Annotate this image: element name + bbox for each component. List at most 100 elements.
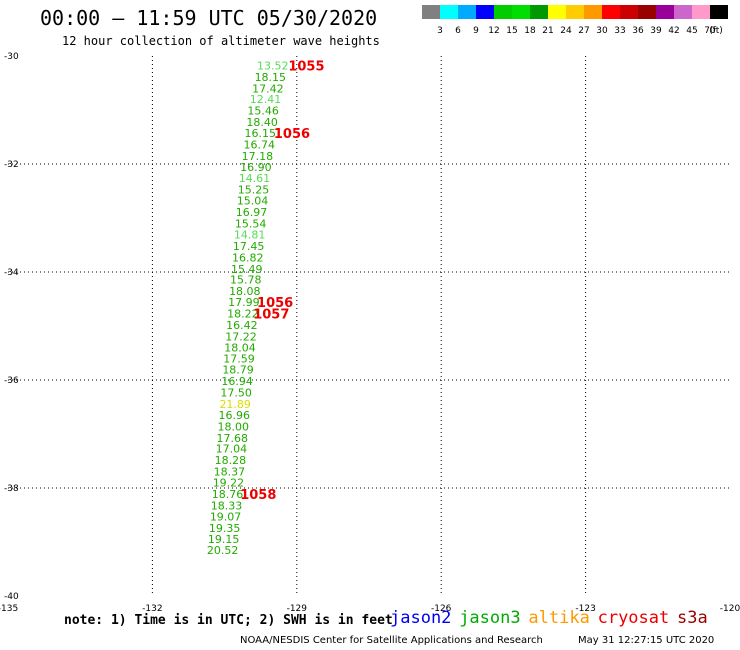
- swh-reading: 14.61: [239, 172, 271, 185]
- legend-swatch: [674, 5, 692, 19]
- swh-reading: 16.15: [244, 127, 276, 140]
- legend-label: 9: [473, 26, 479, 36]
- swh-reading: 18.28: [215, 454, 247, 467]
- legend-label: 24: [560, 26, 572, 36]
- legend-swatch: [584, 5, 602, 19]
- legend-swatch: [512, 5, 530, 19]
- legend-label: 70: [704, 26, 716, 36]
- y-tick-label: -32: [4, 160, 19, 170]
- swh-reading: 18.76: [212, 488, 244, 501]
- y-tick-label: -40: [4, 592, 19, 602]
- legend-swatch: [692, 5, 710, 19]
- legend-label: 21: [542, 26, 554, 36]
- swh-reading: 15.54: [235, 217, 267, 230]
- swh-reading: 17.59: [223, 352, 255, 365]
- swh-reading: 16.97: [236, 206, 268, 219]
- swh-reading: 15.25: [238, 183, 270, 196]
- pass-number-marker: 1057: [253, 308, 289, 323]
- legend-unit: (ft): [709, 26, 723, 36]
- swh-reading: 20.52: [207, 544, 239, 557]
- legend-label: 42: [668, 26, 680, 36]
- y-tick-label: -38: [4, 484, 19, 494]
- swh-reading: 14.81: [234, 229, 266, 242]
- x-tick-label: -129: [287, 604, 308, 614]
- swh-reading: 17.45: [233, 240, 265, 253]
- legend-label: 39: [650, 26, 662, 36]
- satellite-key-entry: jason2: [390, 608, 452, 628]
- legend-swatch: [476, 5, 494, 19]
- legend-swatch: [710, 5, 728, 19]
- legend-swatch: [566, 5, 584, 19]
- swh-reading: 15.78: [230, 274, 262, 287]
- swh-reading: 18.00: [218, 420, 250, 433]
- legend-label: 27: [578, 26, 590, 36]
- legend-swatch: [620, 5, 638, 19]
- x-tick-label: -120: [720, 604, 740, 614]
- swh-reading: 18.22: [227, 308, 259, 321]
- footer-note: note: 1) Time is in UTC; 2) SWH is in fe…: [64, 613, 393, 628]
- swh-reading: 21.89: [219, 398, 251, 411]
- swh-reading: 17.18: [242, 150, 274, 163]
- satellite-key-entry: altika: [528, 608, 590, 628]
- swh-reading: 18.79: [222, 364, 254, 377]
- credit-text: NOAA/NESDIS Center for Satellite Applica…: [240, 635, 543, 646]
- swh-reading: 17.42: [252, 82, 284, 95]
- legend-swatch: [638, 5, 656, 19]
- legend-swatch: [656, 5, 674, 19]
- satellite-key-entry: cryosat: [597, 608, 670, 628]
- x-tick-label: -132: [142, 604, 162, 614]
- swh-reading: 16.74: [244, 139, 276, 152]
- legend-label: 18: [524, 26, 536, 36]
- legend-label: 6: [455, 26, 461, 36]
- swh-reading: 15.46: [247, 105, 279, 118]
- legend-swatch: [602, 5, 620, 19]
- pass-number-marker: 1058: [240, 488, 276, 503]
- swh-reading: 15.04: [237, 195, 269, 208]
- swh-reading: 18.08: [229, 285, 261, 298]
- swh-reading: 18.37: [214, 465, 246, 478]
- swh-reading: 18.04: [224, 342, 256, 355]
- legend-label: 30: [596, 26, 608, 36]
- legend-label: 36: [632, 26, 644, 36]
- legend-label: 45: [686, 26, 698, 36]
- swh-reading: 19.22: [213, 477, 245, 490]
- legend-label: 12: [488, 26, 500, 36]
- legend-swatch: [440, 5, 458, 19]
- swh-reading: 18.33: [211, 499, 243, 512]
- pass-number-marker: 1056: [257, 296, 293, 311]
- swh-reading: 12.41: [250, 93, 282, 106]
- pass-number-marker: 1055: [288, 60, 324, 75]
- y-tick-label: -34: [4, 268, 19, 278]
- pass-number-marker: 1056: [274, 127, 310, 142]
- swh-reading: 19.15: [208, 533, 240, 546]
- swh-reading: 13.52: [257, 60, 289, 73]
- swh-reading: 16.94: [221, 375, 253, 388]
- legend-swatch: [494, 5, 512, 19]
- swh-reading: 18.15: [255, 71, 287, 84]
- x-tick-label: -135: [0, 604, 18, 614]
- x-tick-label: -123: [575, 604, 595, 614]
- y-tick-label: -30: [4, 52, 19, 62]
- map-subtitle: 12 hour collection of altimeter wave hei…: [62, 34, 380, 48]
- swh-reading: 16.96: [218, 409, 250, 422]
- swh-reading: 19.35: [209, 522, 241, 535]
- swh-reading: 15.49: [231, 263, 263, 276]
- satellite-key-entry: s3a: [677, 608, 708, 628]
- swh-reading: 17.22: [225, 330, 257, 343]
- swh-reading: 16.82: [232, 251, 264, 264]
- legend-swatch: [548, 5, 566, 19]
- x-tick-label: -126: [431, 604, 452, 614]
- swh-reading: 17.68: [217, 432, 249, 445]
- legend-label: 33: [614, 26, 626, 36]
- swh-reading: 17.50: [220, 386, 252, 399]
- swh-reading: 16.42: [226, 319, 258, 332]
- y-tick-label: -36: [4, 376, 19, 386]
- generation-timestamp: May 31 12:27:15 UTC 2020: [578, 635, 715, 646]
- map-title: 00:00 – 11:59 UTC 05/30/2020: [40, 6, 378, 30]
- legend-label: 15: [506, 26, 518, 36]
- swh-reading: 17.99: [228, 296, 260, 309]
- legend-swatch: [422, 5, 440, 19]
- satellite-key-entry: jason3: [459, 608, 521, 628]
